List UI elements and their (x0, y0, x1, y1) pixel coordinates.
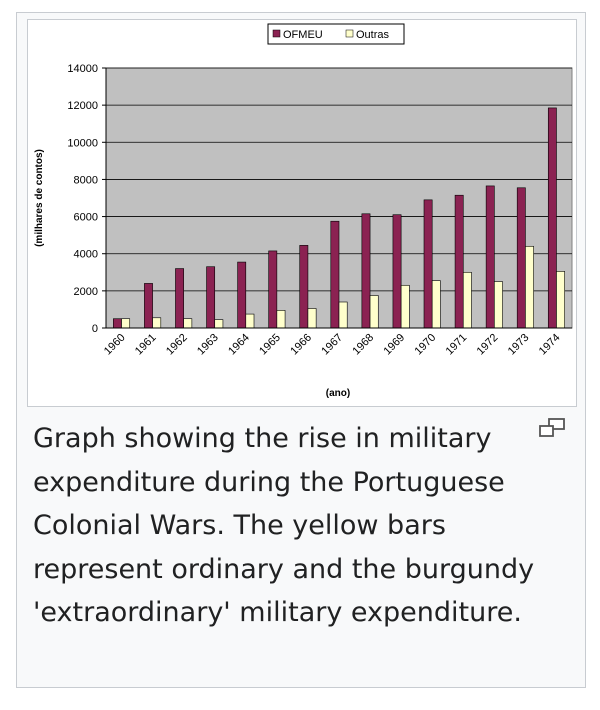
y-tick-label: 8000 (74, 174, 98, 186)
legend: OFMEU Outras (267, 23, 405, 45)
y-tick-label: 0 (92, 323, 98, 335)
x-tick-labels: 1960 1961 1962 1963 1964 1965 1966 1967 1968 1969… (102, 332, 563, 358)
y-axis-label: (milhares de contos) (34, 149, 45, 247)
bar-outras-1973 (525, 245, 534, 329)
bar-outras-1974 (556, 271, 565, 329)
chart-image[interactable]: 0 2000 4000 6000 8000 10000 12000 14000 1960 196… (27, 19, 577, 407)
bar-outras-1964 (245, 313, 255, 329)
y-tick-label: 4000 (74, 249, 98, 261)
bar-ofmeu-1966 (299, 245, 309, 329)
bar-ofmeu-1969 (392, 214, 402, 329)
bar-outras-1962 (183, 318, 193, 329)
x-tick-label: 1971 (444, 332, 470, 358)
bar-ofmeu-1962 (175, 268, 184, 329)
legend-swatch-outras (345, 29, 354, 38)
y-tick-labels: 0 2000 4000 6000 8000 10000 12000 14000 (67, 63, 98, 335)
x-tick-label: 1961 (133, 332, 159, 358)
bar-outras-1969 (400, 284, 410, 329)
bar-outras-1970 (431, 280, 441, 329)
x-tick-label: 1970 (413, 332, 439, 358)
bar-outras-1968 (369, 295, 379, 329)
bar-outras-1966 (307, 308, 317, 329)
x-tick-label: 1968 (350, 332, 376, 358)
legend-box (267, 23, 405, 45)
x-tick-label: 1964 (226, 332, 252, 358)
bar-outras-1972 (494, 281, 503, 329)
x-tick-label: 1969 (381, 332, 407, 358)
bar-ofmeu-1968 (361, 213, 371, 329)
legend-label-ofmeu: OFMEU (283, 29, 323, 41)
x-tick-label: 1963 (195, 332, 221, 358)
magnify-clip-icon[interactable] (538, 417, 566, 439)
bar-ofmeu-1964 (237, 261, 247, 329)
bar-outras-1967 (338, 301, 348, 329)
bar-ofmeu-1974 (547, 107, 557, 329)
bar-outras-1965 (276, 310, 286, 329)
x-tick-label: 1960 (102, 332, 128, 358)
bar-ofmeu-1973 (516, 187, 526, 329)
bar-ofmeu-1965 (268, 250, 278, 329)
y-tick-label: 2000 (74, 286, 98, 298)
bar-outras-1960 (121, 318, 131, 329)
y-tick-label: 14000 (67, 63, 98, 75)
bar-ofmeu-1967 (330, 220, 340, 329)
bar-ofmeu-1972 (485, 185, 495, 329)
thumbnail-frame: 0 2000 4000 6000 8000 10000 12000 14000 1960 196… (16, 12, 586, 688)
legend-label-outras: Outras (356, 29, 390, 41)
bar-outras-1961 (152, 317, 162, 329)
x-tick-label: 1972 (475, 332, 501, 358)
bar-ofmeu-1960 (113, 318, 122, 329)
bar-ofmeu-1971 (454, 194, 464, 329)
x-tick-label: 1962 (164, 332, 190, 358)
bar-ofmeu-1963 (206, 266, 216, 329)
bars (113, 107, 565, 329)
legend-swatch-ofmeu (272, 29, 281, 38)
x-axis-label: (ano) (326, 388, 350, 399)
figure-caption: Graph showing the rise in military expen… (33, 423, 535, 628)
y-tick-label: 12000 (67, 100, 98, 112)
y-tick-label: 10000 (67, 137, 98, 149)
x-tick-label: 1974 (537, 332, 563, 358)
bar-outras-1971 (462, 271, 472, 329)
x-tick-label: 1967 (319, 332, 345, 358)
x-tick-label: 1973 (506, 332, 532, 358)
x-tick-label: 1966 (288, 332, 314, 358)
x-tick-label: 1965 (257, 332, 283, 358)
y-tick-label: 6000 (74, 212, 98, 224)
bar-ofmeu-1961 (144, 283, 153, 329)
bar-ofmeu-1970 (423, 199, 433, 329)
bar-outras-1963 (214, 319, 224, 329)
